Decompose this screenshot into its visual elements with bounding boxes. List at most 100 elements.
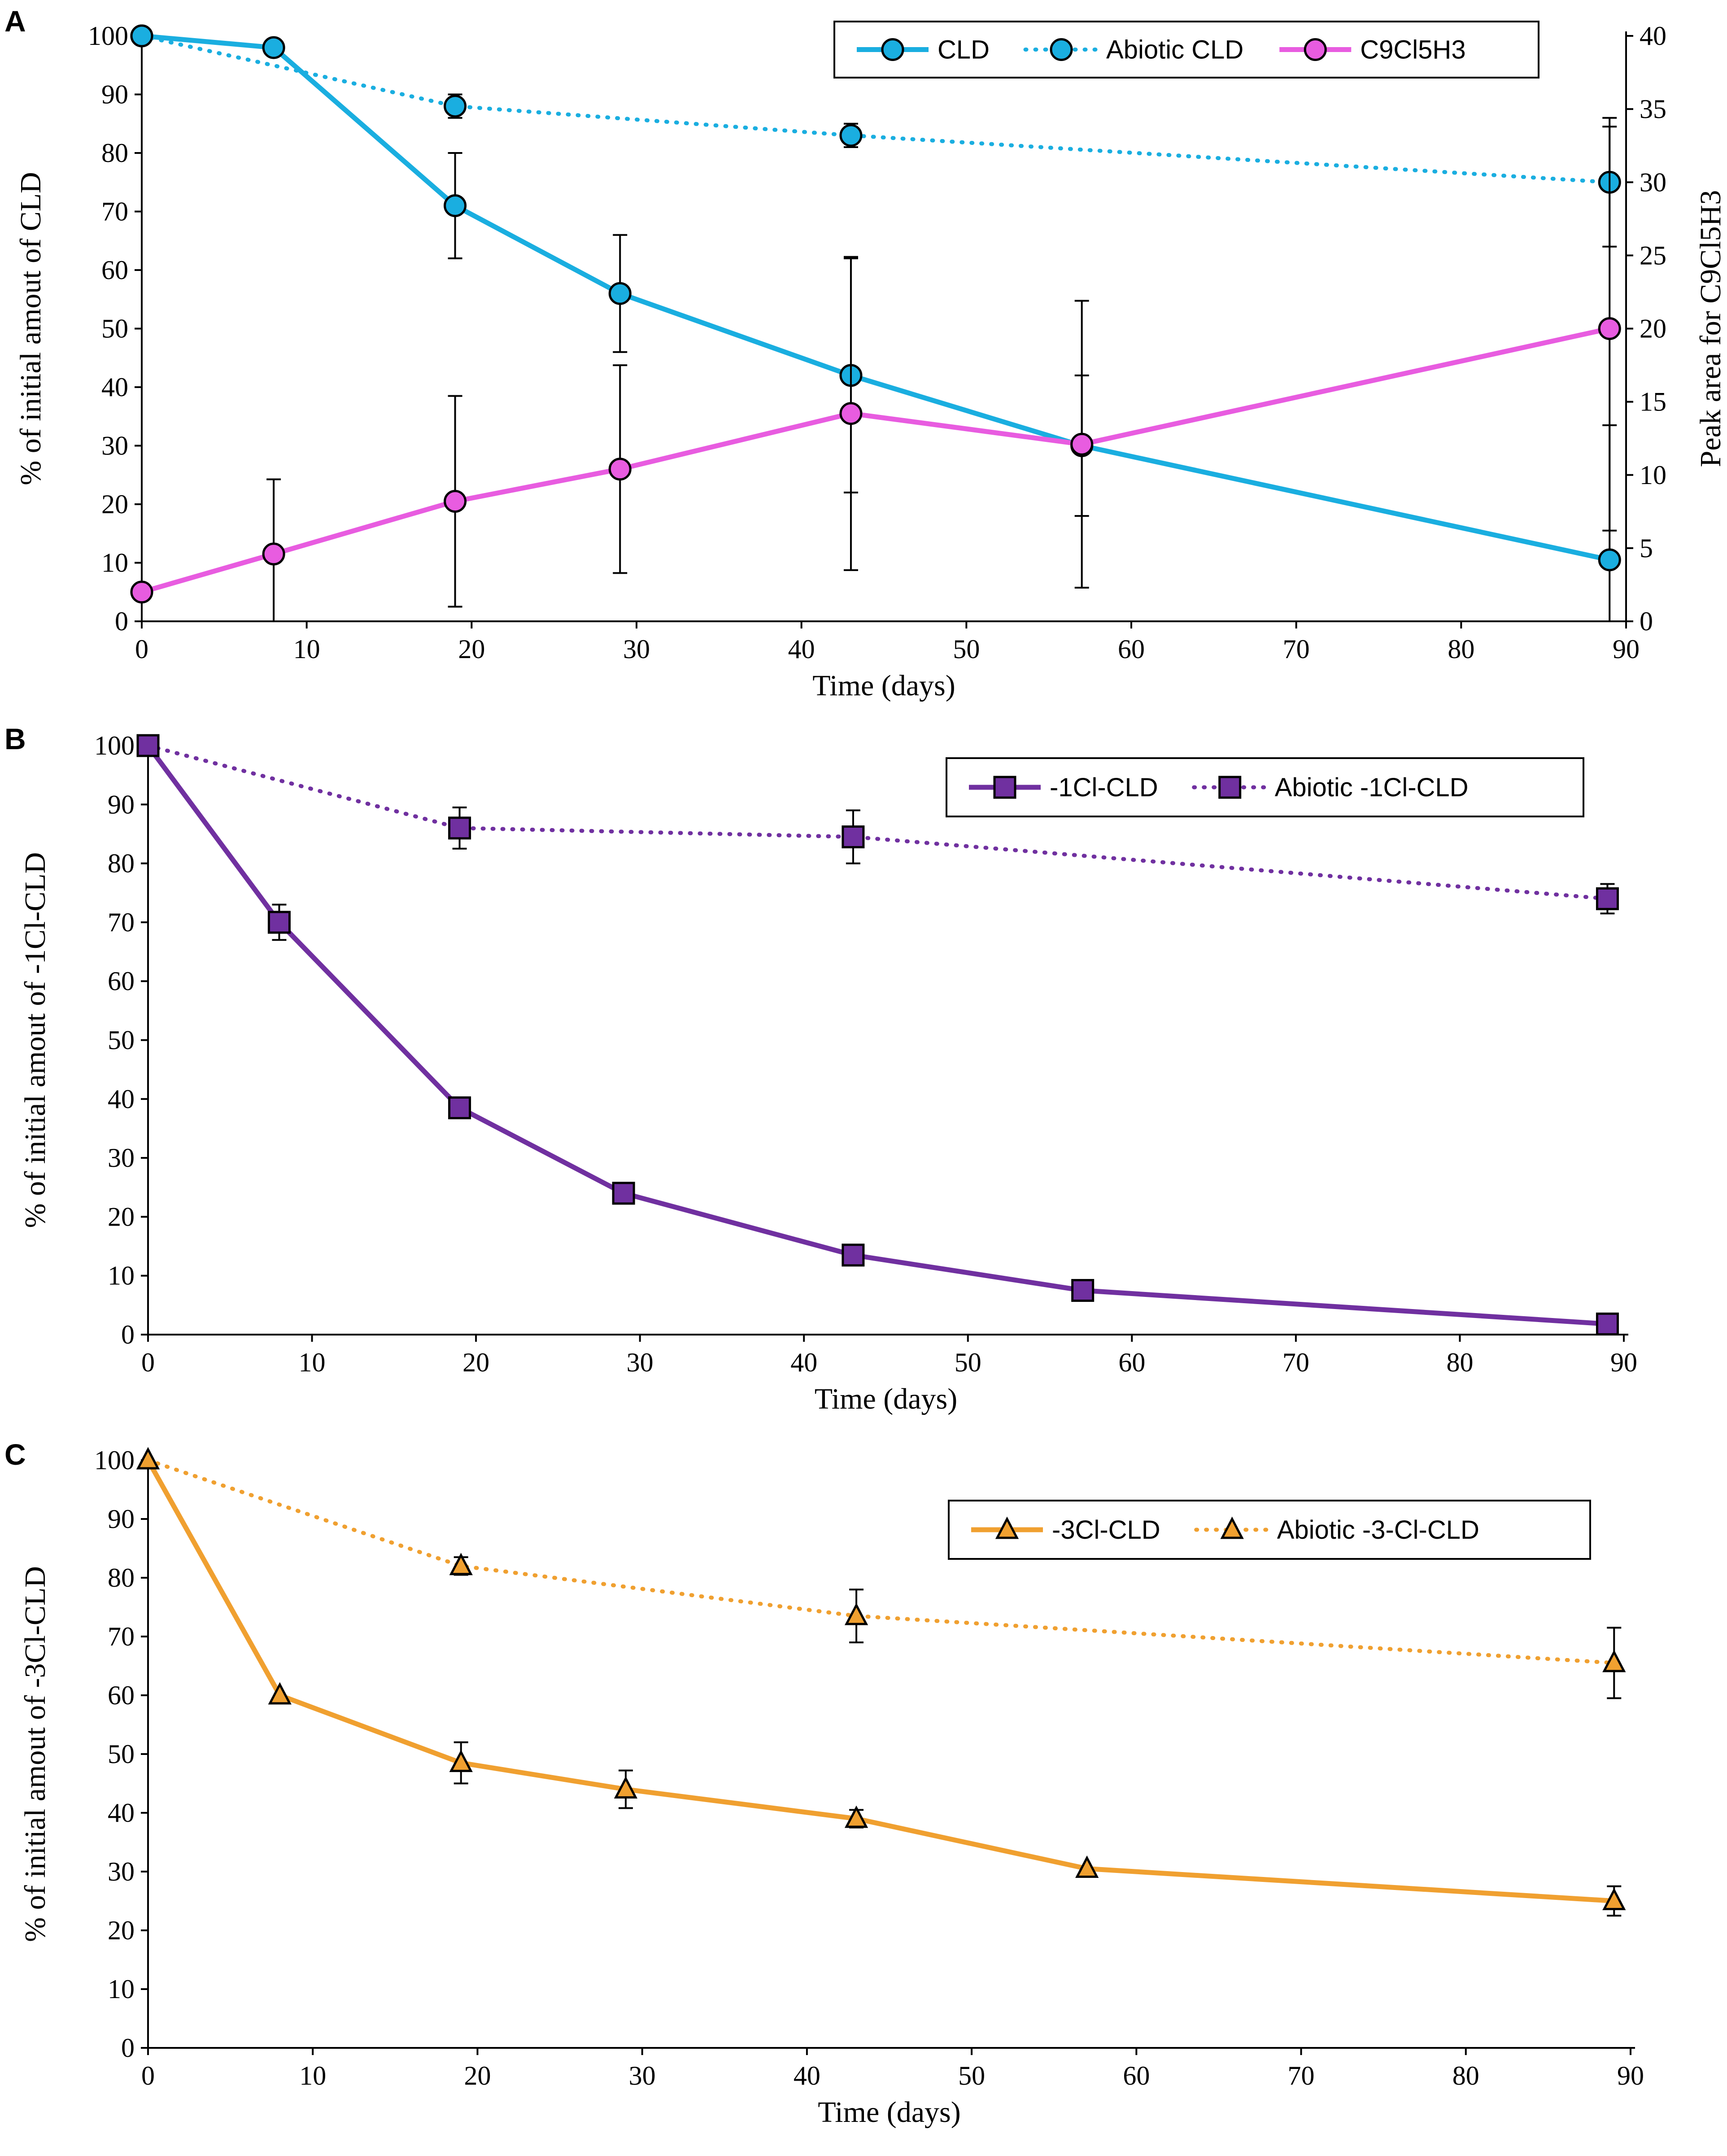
x-tick-label: 20 [462, 1348, 489, 1377]
data-point [444, 194, 467, 217]
x-tick-label: 40 [788, 634, 815, 664]
data-point [839, 124, 863, 147]
data-point [839, 402, 863, 425]
x-tick-label: 80 [1448, 634, 1474, 664]
x-tick-label: 0 [141, 2061, 155, 2091]
legend: -1Cl-CLD Abiotic -1Cl-CLD [946, 757, 1584, 817]
legend-label: -1Cl-CLD [1050, 773, 1158, 802]
legend-swatch-marker [1050, 38, 1073, 61]
y-right-tick-label: 15 [1640, 387, 1666, 417]
data-point [1596, 887, 1619, 910]
x-tick-label: 70 [1288, 2061, 1315, 2091]
x-tick-label: 90 [1610, 1348, 1637, 1377]
series-line [146, 744, 1608, 1327]
legend-swatch-marker [993, 776, 1016, 799]
y-right-tick-label: 25 [1640, 240, 1666, 270]
data-point [844, 1805, 868, 1828]
legend-swatch-marker [881, 38, 904, 61]
data-point [1075, 1855, 1099, 1878]
y-axis-title: % of initial amout of -3Cl-CLD [19, 1566, 52, 1942]
x-tick-label: 0 [141, 1348, 155, 1377]
x-tick-label: 60 [1118, 634, 1145, 664]
y-tick-label: 40 [101, 372, 128, 402]
y-right-tick-label: 10 [1640, 460, 1666, 490]
data-point [614, 1776, 638, 1799]
data-point [842, 1244, 865, 1267]
y-tick-label: 60 [108, 966, 135, 996]
data-point [1070, 432, 1094, 456]
data-point [1602, 1650, 1626, 1672]
data-point [608, 458, 632, 481]
x-tick-label: 30 [623, 634, 650, 664]
y-right-tick-label: 20 [1640, 314, 1666, 344]
series-c9cl5h3 [130, 126, 1621, 622]
y-right-tick-label: 40 [1640, 21, 1666, 51]
legend-swatch-marker [1218, 776, 1242, 799]
series-1cl-cld [136, 734, 1619, 1335]
data-point [842, 825, 865, 849]
series-line [140, 34, 1612, 184]
y-right-tick-label: 35 [1640, 94, 1666, 124]
y-tick-label: 100 [94, 1445, 135, 1475]
data-point [444, 489, 467, 513]
x-tick-label: 40 [794, 2061, 820, 2091]
x-axis-title: Time (days) [812, 669, 955, 702]
data-point [448, 816, 471, 840]
data-point [444, 95, 467, 118]
data-point [1071, 1279, 1095, 1302]
y-tick-label: 60 [101, 255, 128, 285]
y-tick-label: 10 [101, 548, 128, 578]
y-tick-label: 40 [108, 1084, 135, 1114]
data-point [130, 580, 153, 604]
data-point [130, 24, 153, 48]
y-tick-label: 10 [108, 1974, 135, 2004]
data-point [449, 1553, 473, 1576]
y-tick-label: 0 [121, 1320, 135, 1349]
y-tick-label: 20 [101, 489, 128, 519]
y-tick-label: 20 [108, 1202, 135, 1231]
y-tick-label: 0 [121, 2033, 135, 2063]
y-tick-label: 30 [108, 1857, 135, 1886]
legend-swatch-marker [995, 1516, 1019, 1539]
x-tick-label: 20 [458, 634, 485, 664]
y-tick-label: 10 [108, 1261, 135, 1291]
legend: -3Cl-CLD Abiotic -3-Cl-CLD [948, 1500, 1591, 1560]
x-tick-label: 70 [1283, 634, 1310, 664]
y-right-tick-label: 0 [1640, 607, 1653, 636]
legend-box [948, 1500, 1591, 1560]
y-right-tick-label: 30 [1640, 167, 1666, 197]
y-axis-title: % of initial amout of -1Cl-CLD [19, 852, 52, 1228]
y-tick-label: 70 [101, 197, 128, 227]
y-tick-label: 60 [108, 1680, 135, 1710]
x-tick-label: 30 [629, 2061, 656, 2091]
series-line [141, 33, 1610, 563]
series-abiotic-1cl-cld [136, 734, 1619, 915]
data-point [1598, 548, 1621, 572]
legend-label: C9Cl5H3 [1360, 35, 1465, 65]
data-point [1598, 317, 1621, 340]
data-point [268, 1682, 292, 1705]
series-line [141, 326, 1610, 595]
y-right-tick-label: 5 [1640, 533, 1653, 563]
x-tick-label: 80 [1446, 1348, 1473, 1377]
x-tick-label: 50 [958, 2061, 985, 2091]
x-tick-label: 10 [299, 1348, 326, 1377]
data-point [612, 1182, 635, 1205]
data-point [1596, 1312, 1619, 1335]
data-point [1602, 1888, 1626, 1910]
y-tick-label: 50 [108, 1026, 135, 1055]
y-tick-label: 90 [108, 1504, 135, 1534]
legend-swatch-marker [1220, 1516, 1244, 1539]
y-tick-label: 80 [101, 138, 128, 168]
legend-label: -3Cl-CLD [1052, 1515, 1160, 1545]
data-point [448, 1096, 471, 1119]
y-tick-label: 30 [108, 1143, 135, 1173]
y-tick-label: 80 [108, 1563, 135, 1593]
panel-b: B 0 10 20 30 40 50 60 70 80 90 0 10 20 30 40 50 60 70 80 90 1… [4, 722, 1637, 1415]
y-tick-label: 50 [101, 314, 128, 344]
x-tick-label: 40 [790, 1348, 817, 1377]
legend-label: Abiotic CLD [1106, 35, 1243, 65]
data-point [262, 542, 285, 566]
y-tick-label: 70 [108, 908, 135, 937]
